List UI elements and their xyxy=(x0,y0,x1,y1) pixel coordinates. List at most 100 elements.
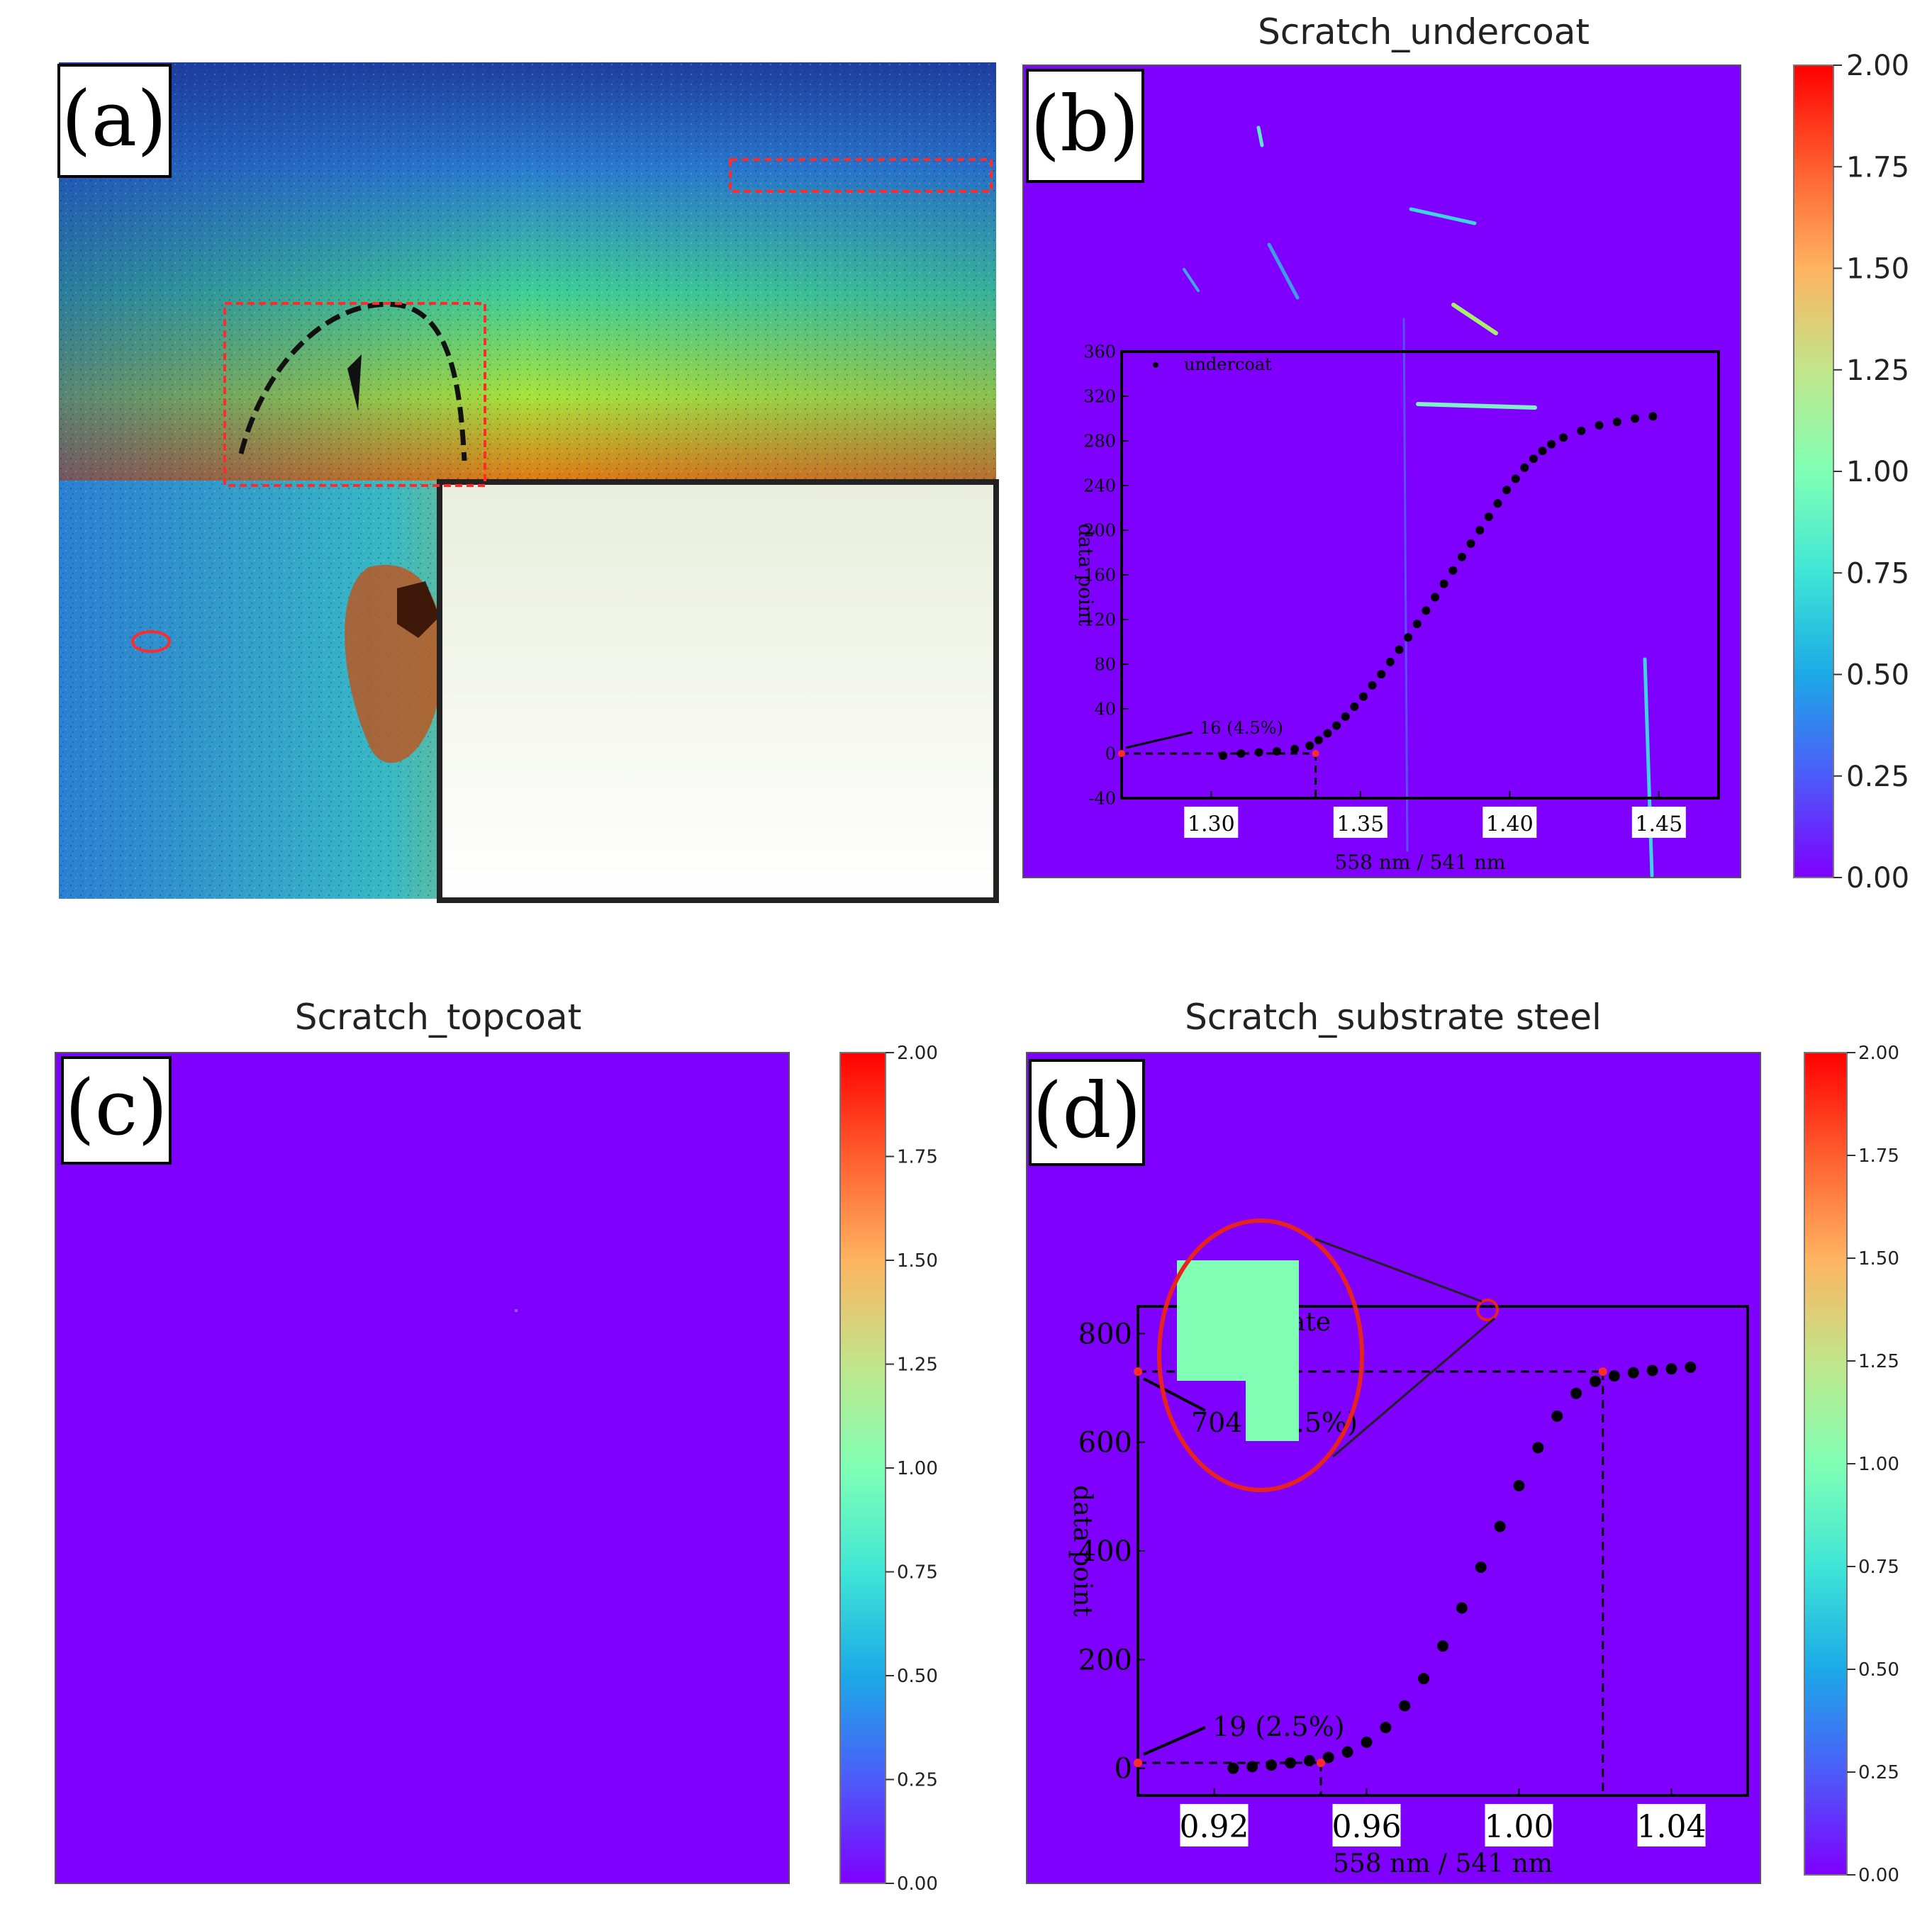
colorbar-c-tick-label: 1.50 xyxy=(897,1250,938,1272)
inset-b-data-point xyxy=(1341,712,1350,722)
damage-dark-spot xyxy=(397,581,440,638)
colorbar-c-tick-label: 0.75 xyxy=(897,1562,938,1584)
panel-d-map xyxy=(1026,1052,1761,1884)
inset-d-data-point xyxy=(1380,1722,1392,1734)
inset-b-xlabel: 558 nm / 541 nm xyxy=(1334,851,1505,874)
colorbar-b-tick-label: 1.50 xyxy=(1846,253,1909,286)
inset-b-data-point xyxy=(1254,748,1263,757)
panel-b-inset: 1.30 1.35 1.40 1.45 -40 0 40 80 120 160 200 240 280 3… xyxy=(1074,342,1720,874)
inset-d-ytick-label: 200 xyxy=(1078,1644,1132,1676)
inset-b-ytick-label: 80 xyxy=(1094,654,1116,674)
inset-d-data-point xyxy=(1590,1375,1601,1387)
inset-b-data-point xyxy=(1359,692,1368,701)
inset-b-data-point xyxy=(1395,645,1404,654)
inset-d-data-point xyxy=(1285,1757,1296,1769)
inset-d-data-point xyxy=(1608,1370,1620,1382)
inset-b-xtick-label: 1.35 xyxy=(1336,812,1384,836)
colorbar-d-tick-label: 1.75 xyxy=(1858,1145,1899,1167)
inset-d-data-point xyxy=(1665,1363,1677,1375)
panel-b-map-streaks xyxy=(1183,125,1654,878)
inset-b-data-point xyxy=(1290,744,1300,753)
colorbar-b-tick-label: 1.75 xyxy=(1846,151,1909,184)
inset-b-data-point xyxy=(1538,447,1547,456)
inset-b-data-point xyxy=(1305,741,1314,750)
paper-sheet xyxy=(437,479,999,903)
panel-b-label-box xyxy=(1026,69,1144,183)
panel-d: Scratch_substrate steel 0.00 0.25 0.50 0.75… xyxy=(1026,997,1899,1886)
inset-d-data-point xyxy=(1475,1562,1487,1573)
inset-d-data-point xyxy=(1266,1759,1278,1771)
inset-b-annotation: 16 (4.5%) xyxy=(1200,718,1283,738)
colorbar-c-tick-label: 2.00 xyxy=(897,1043,938,1064)
colorbar-d-tick-label: 1.00 xyxy=(1858,1454,1899,1475)
colorbar-d-tick-label: 0.00 xyxy=(1858,1865,1899,1886)
colorbar-d-tick-label: 1.50 xyxy=(1858,1248,1899,1270)
inset-b-ylabel: data point xyxy=(1074,524,1098,627)
inset-d-ytick-label: 600 xyxy=(1078,1427,1132,1459)
panel-c-title: Scratch_topcoat xyxy=(295,997,581,1038)
colorbar-b-tick-label: 1.00 xyxy=(1846,456,1909,488)
inset-d-data-point xyxy=(1303,1754,1315,1766)
inset-b-legend-label: undercoat xyxy=(1184,354,1272,374)
inset-b-ytick-label: 280 xyxy=(1083,431,1116,451)
inset-d-xtick-label: 1.00 xyxy=(1485,1809,1554,1845)
inset-b-data-point xyxy=(1466,539,1475,548)
inset-b-ytick-label: 360 xyxy=(1083,342,1116,362)
inset-d-data-point xyxy=(1570,1387,1582,1399)
zoom-source-circle xyxy=(1476,1299,1499,1321)
inset-b-ytick-label: 240 xyxy=(1083,476,1116,495)
inset-d-annotation-arrow-low xyxy=(1143,1726,1206,1756)
inset-b-data-point xyxy=(1350,702,1359,711)
colorbar-c-tick-label: 0.00 xyxy=(897,1873,938,1895)
inset-b-data-point xyxy=(1612,417,1621,427)
inset-b-data-point xyxy=(1502,486,1512,495)
colorbar-b-tick-label: 0.50 xyxy=(1846,659,1909,692)
inset-b-ytick-label: 160 xyxy=(1083,565,1116,585)
zoom-line-bottom xyxy=(1332,1317,1495,1458)
inset-b-xtick-label: 1.30 xyxy=(1188,812,1235,836)
panel-a: (a) xyxy=(57,62,999,903)
panel-b-label: (b) xyxy=(1030,80,1139,169)
colorbar-c-tick-label: 0.50 xyxy=(897,1666,938,1687)
inset-d-data-point xyxy=(1456,1602,1468,1614)
colorbar-b-tick-label: 2.00 xyxy=(1846,50,1909,82)
inset-d-data-point xyxy=(1513,1480,1525,1491)
inset-d-threshold-marker xyxy=(1598,1367,1607,1376)
inset-b-xtick-box xyxy=(1184,807,1239,838)
highlight-box-scratch xyxy=(223,302,486,487)
inset-b-xtick-label: 1.45 xyxy=(1635,812,1682,836)
inset-b-data-point xyxy=(1404,633,1413,642)
inset-b-data-point xyxy=(1457,552,1466,561)
inset-b-ytick-label: 320 xyxy=(1083,386,1116,406)
inset-d-data-point xyxy=(1627,1367,1639,1379)
inset-b-data-point xyxy=(1631,414,1640,423)
inset-d-data-point xyxy=(1399,1700,1411,1712)
panel-c-label: (c) xyxy=(65,1064,168,1153)
inset-b-data-point xyxy=(1484,512,1493,522)
inset-d-data-point xyxy=(1437,1640,1448,1652)
colorbar-b-tick-label: 0.00 xyxy=(1846,862,1909,895)
panel-c-map xyxy=(55,1052,790,1884)
inset-b-data-point xyxy=(1511,474,1520,483)
inset-d-data-point xyxy=(1322,1752,1334,1764)
colorbar-b-tick-label: 0.25 xyxy=(1846,761,1909,793)
inset-b-xtick-box xyxy=(1333,807,1387,838)
inset-d-data-point xyxy=(1646,1364,1658,1377)
inset-b-data-point xyxy=(1529,454,1538,464)
inset-b-data-point xyxy=(1385,657,1395,666)
panel-b-colorbar: 0.00 0.25 0.50 0.75 1.00 1.25 1.50 1.75 2.00 xyxy=(1793,50,1909,895)
inset-d-data-point xyxy=(1551,1410,1563,1422)
inset-d-xtick-box xyxy=(1180,1804,1249,1846)
panel-a-label: (a) xyxy=(62,75,167,164)
colorbar-d-tick-label: 0.50 xyxy=(1858,1659,1899,1681)
inset-d-annotation-arrow-high xyxy=(1143,1377,1206,1412)
panel-d-title: Scratch_substrate steel xyxy=(1185,997,1602,1038)
inset-b-data-point xyxy=(1547,439,1556,449)
inset-d-ytick-label: 0 xyxy=(1115,1753,1132,1786)
inset-d-xtick-label: 1.04 xyxy=(1637,1809,1707,1845)
highlight-ellipse-small xyxy=(131,630,171,653)
inset-d-xtick-label: 0.92 xyxy=(1180,1809,1249,1845)
highlight-box-top-right xyxy=(729,158,993,193)
inset-b-data-point xyxy=(1314,736,1323,745)
